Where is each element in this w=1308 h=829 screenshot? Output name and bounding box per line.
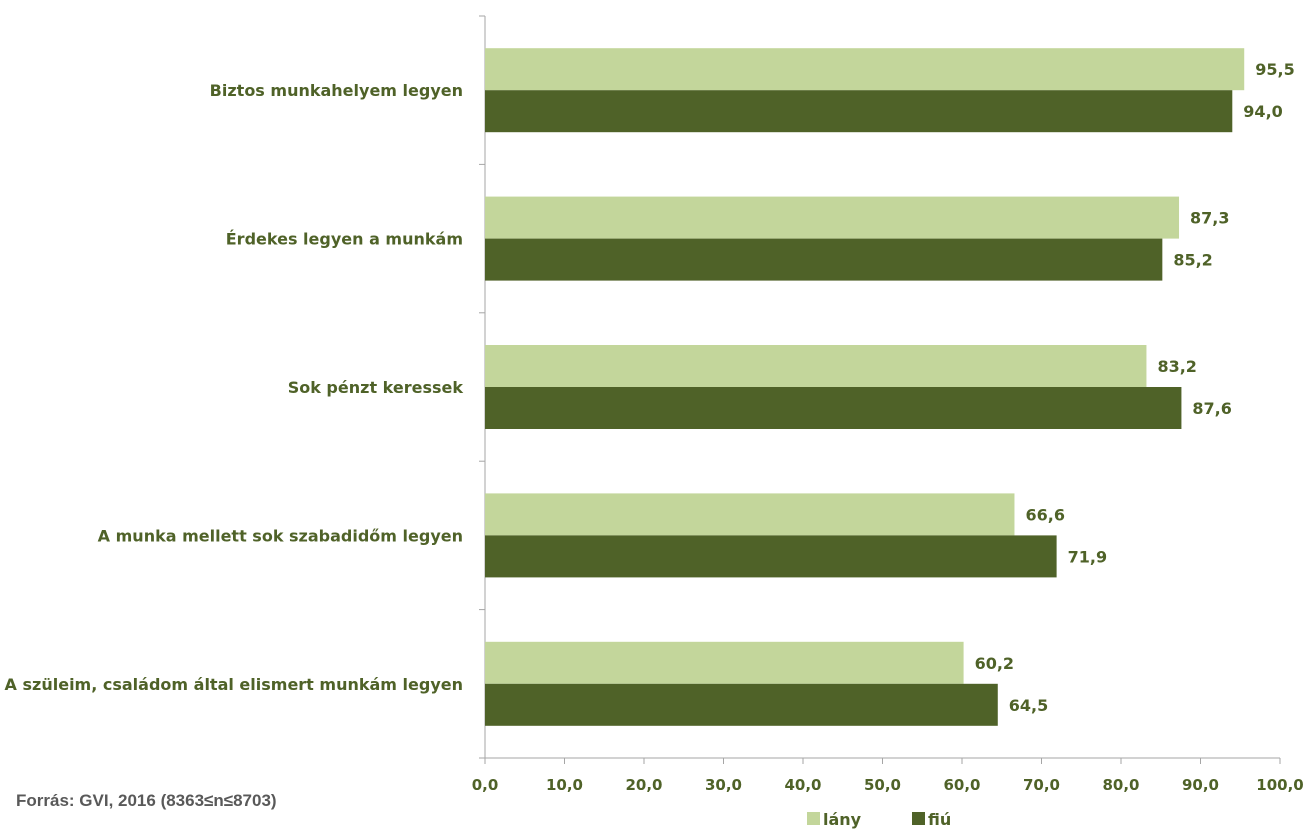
x-tick-label: 0,0 <box>472 776 499 794</box>
x-tick-label: 50,0 <box>864 776 901 794</box>
bar-lany <box>485 196 1180 239</box>
category-label: A szüleim, családom által elismert munká… <box>5 675 463 694</box>
bar-lany <box>485 641 964 684</box>
bar-fiu <box>485 238 1163 281</box>
data-label: 87,3 <box>1190 209 1229 228</box>
bar-fiu <box>485 90 1233 133</box>
x-tick-label: 10,0 <box>546 776 583 794</box>
bar-fiu <box>485 683 998 726</box>
data-label: 60,2 <box>975 654 1014 673</box>
x-tick-label: 90,0 <box>1182 776 1219 794</box>
data-label: 87,6 <box>1192 399 1231 418</box>
x-tick-label: 40,0 <box>784 776 821 794</box>
x-tick-label: 80,0 <box>1102 776 1139 794</box>
data-label: 64,5 <box>1009 696 1048 715</box>
legend-label: lány <box>823 810 862 829</box>
chart-bars: 95,5 94,0 87,3 85,2 83,2 87,6 66,6 71,9 60,2 64,5 <box>485 48 1295 726</box>
legend-swatch <box>807 812 820 825</box>
data-label: 95,5 <box>1255 60 1294 79</box>
data-label: 83,2 <box>1157 357 1196 376</box>
category-labels: Biztos munkahelyem legyen Érdekes legyen … <box>5 81 464 694</box>
bar-fiu <box>485 535 1057 578</box>
category-label: A munka mellett sok szabadidőm legyen <box>98 526 463 545</box>
data-label: 85,2 <box>1173 251 1212 270</box>
bar-lany <box>485 345 1147 387</box>
data-label: 94,0 <box>1243 102 1282 121</box>
x-tick-label: 20,0 <box>625 776 662 794</box>
category-label: Sok pénzt keressek <box>288 378 464 397</box>
bar-fiu <box>485 387 1182 429</box>
x-tick-label: 70,0 <box>1023 776 1060 794</box>
source-note: Forrás: GVI, 2016 (8363≤n≤8703) <box>16 791 277 810</box>
legend-swatch <box>912 812 925 825</box>
chart-legend: lány fiú <box>807 810 951 829</box>
legend-label: fiú <box>928 810 951 829</box>
x-tick-label: 60,0 <box>943 776 980 794</box>
data-label: 71,9 <box>1068 547 1107 566</box>
data-label: 66,6 <box>1025 505 1064 524</box>
x-axis-ticks: 0,0 10,0 20,0 30,0 40,0 50,0 60,0 70,0 80,0 90,0 1… <box>472 758 1304 794</box>
category-label: Érdekes legyen a munkám <box>226 230 463 249</box>
bar-lany <box>485 493 1015 536</box>
x-tick-label: 100,0 <box>1256 776 1303 794</box>
bar-lany <box>485 48 1245 91</box>
x-tick-label: 30,0 <box>705 776 742 794</box>
category-label: Biztos munkahelyem legyen <box>210 81 463 100</box>
